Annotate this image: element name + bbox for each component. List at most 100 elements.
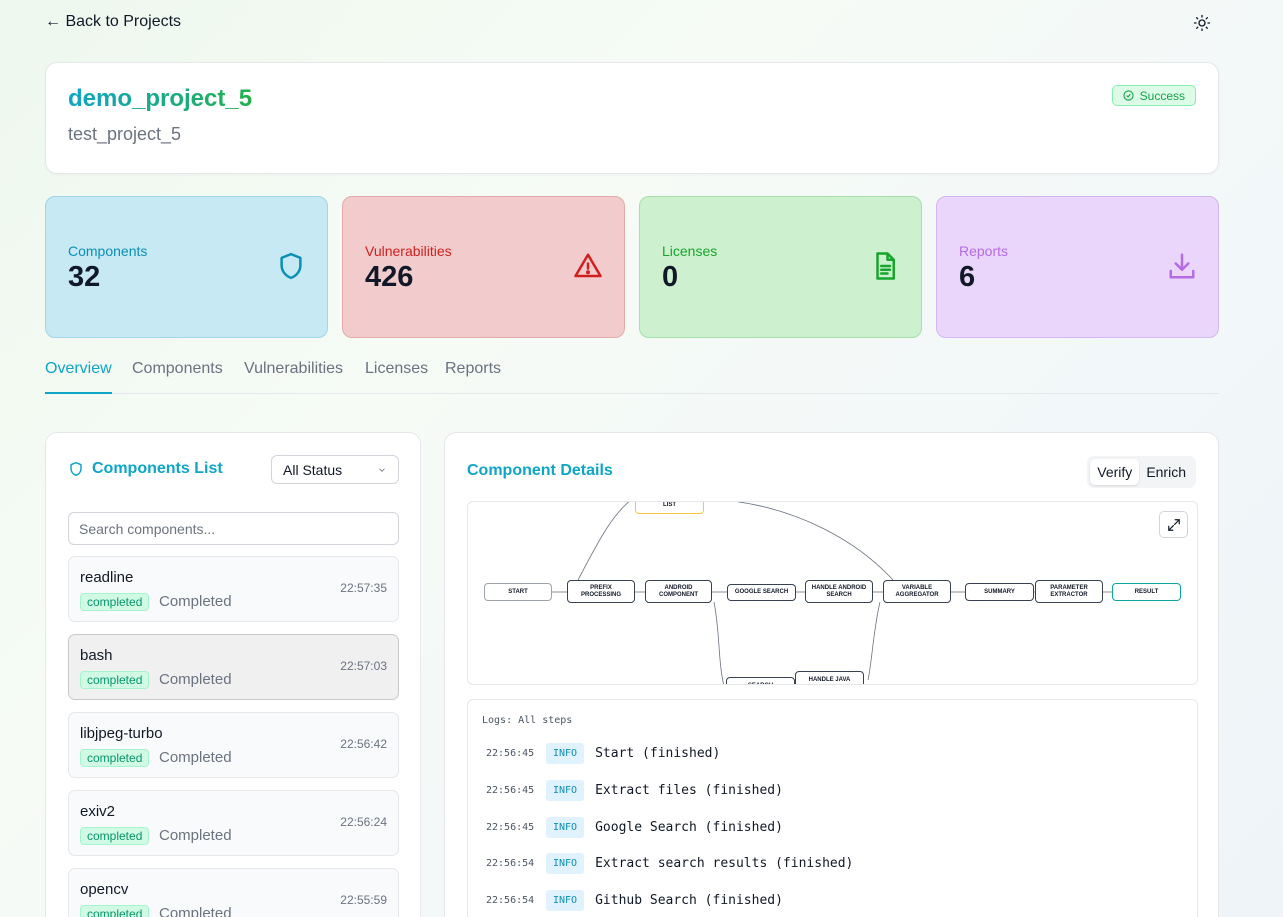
shield-icon bbox=[70, 461, 82, 477]
component-status-badge: completed bbox=[80, 749, 150, 767]
log-row: 22:56:54 INFO Github Search (finished) bbox=[486, 889, 783, 911]
stat-value: 6 bbox=[959, 261, 976, 293]
component-name: readline bbox=[80, 569, 134, 586]
log-level-badge: INFO bbox=[546, 816, 585, 838]
tab-overview[interactable]: Overview bbox=[45, 360, 112, 394]
theme-toggle-button[interactable] bbox=[1190, 11, 1214, 35]
component-state: Completed bbox=[159, 905, 232, 917]
component-time: 22:57:03 bbox=[340, 659, 387, 673]
log-level-badge: INFO bbox=[546, 852, 585, 874]
status-filter-select[interactable]: All Status bbox=[271, 455, 399, 484]
log-message: Extract search results (finished) bbox=[595, 855, 854, 871]
stat-card-components[interactable]: Components 32 bbox=[45, 196, 328, 338]
workflow-graph[interactable]: LIST START PREFIX PROCESSING ANDROID COM… bbox=[467, 501, 1198, 685]
log-level-badge: INFO bbox=[546, 779, 585, 801]
stat-card-licenses[interactable]: Licenses 0 bbox=[639, 196, 922, 338]
stat-value: 32 bbox=[68, 261, 101, 293]
component-status-badge: completed bbox=[80, 905, 150, 917]
component-list-item[interactable]: bash completed Completed 22:57:03 bbox=[68, 634, 399, 700]
component-status-badge: completed bbox=[80, 827, 150, 845]
component-status-badge: completed bbox=[80, 593, 150, 611]
stat-label: Licenses bbox=[662, 243, 718, 259]
log-message: Google Search (finished) bbox=[595, 819, 783, 835]
log-time: 22:56:54 bbox=[486, 894, 535, 906]
component-name: libjpeg-turbo bbox=[80, 725, 163, 742]
component-details-panel: Component Details Verify Enrich LIST STA… bbox=[444, 432, 1219, 917]
components-list-panel: Components List All Status readline comp… bbox=[45, 432, 421, 917]
sun-icon bbox=[1193, 14, 1211, 32]
flow-node-variable-aggregator[interactable]: VARIABLE AGGREGATOR bbox=[883, 580, 951, 603]
component-list-item[interactable]: readline completed Completed 22:57:35 bbox=[68, 556, 399, 622]
flow-node-google-search[interactable]: GOOGLE SEARCH bbox=[727, 584, 796, 601]
component-status-badge: completed bbox=[80, 671, 150, 689]
component-list-item[interactable]: libjpeg-turbo completed Completed 22:56:… bbox=[68, 712, 399, 778]
stat-card-vulnerabilities[interactable]: Vulnerabilities 426 bbox=[342, 196, 625, 338]
component-time: 22:55:59 bbox=[340, 893, 387, 907]
component-name: exiv2 bbox=[80, 803, 116, 820]
document-icon bbox=[876, 252, 895, 280]
flow-node-prefix-processing[interactable]: PREFIX PROCESSING bbox=[567, 580, 635, 603]
logs-title: Logs: All steps bbox=[482, 715, 573, 726]
check-circle-icon bbox=[1123, 90, 1134, 101]
component-state: Completed bbox=[159, 671, 232, 688]
component-state: Completed bbox=[159, 827, 232, 844]
tab-reports[interactable]: Reports bbox=[445, 360, 502, 377]
flow-node-start[interactable]: START bbox=[484, 583, 552, 601]
project-title: demo_project_5 bbox=[68, 85, 253, 112]
stat-card-reports[interactable]: Reports 6 bbox=[936, 196, 1219, 338]
log-time: 22:56:54 bbox=[486, 857, 535, 869]
verify-button[interactable]: Verify bbox=[1090, 459, 1140, 485]
expand-graph-button[interactable] bbox=[1159, 511, 1188, 538]
components-list-title: Components List bbox=[68, 460, 223, 478]
workflow-edges bbox=[552, 502, 1112, 684]
component-name: opencv bbox=[80, 881, 129, 898]
flow-node-android-component[interactable]: ANDROID COMPONENT bbox=[645, 580, 712, 603]
flow-node-search[interactable]: SEARCH bbox=[726, 677, 795, 684]
component-time: 22:56:42 bbox=[340, 737, 387, 751]
shield-icon bbox=[280, 252, 302, 280]
tab-bar: Overview Components Vulnerabilities Lice… bbox=[45, 360, 1219, 394]
project-header-card: demo_project_5 test_project_5 Success bbox=[45, 62, 1219, 174]
logs-panel: Logs: All steps 22:56:45 INFO Start (fin… bbox=[467, 699, 1198, 917]
tab-components[interactable]: Components bbox=[132, 360, 223, 377]
log-message: Github Search (finished) bbox=[595, 892, 783, 908]
flow-node-handle-java[interactable]: HANDLE JAVA bbox=[795, 671, 864, 684]
search-components-input[interactable] bbox=[68, 512, 399, 545]
log-time: 22:56:45 bbox=[486, 784, 535, 796]
component-state: Completed bbox=[159, 593, 232, 610]
back-to-projects-link[interactable]: ← Back to Projects bbox=[45, 13, 182, 30]
status-filter-value: All Status bbox=[283, 461, 343, 478]
log-row: 22:56:45 INFO Google Search (finished) bbox=[486, 816, 783, 838]
mode-switch: Verify Enrich bbox=[1087, 456, 1196, 488]
stat-label: Components bbox=[68, 243, 148, 259]
log-level-badge: INFO bbox=[546, 742, 585, 764]
log-level-badge: INFO bbox=[546, 889, 585, 911]
component-time: 22:56:24 bbox=[340, 815, 387, 829]
status-badge: Success bbox=[1111, 85, 1196, 106]
component-list-item[interactable]: exiv2 completed Completed 22:56:24 bbox=[68, 790, 399, 856]
component-state: Completed bbox=[159, 749, 232, 766]
log-time: 22:56:45 bbox=[486, 821, 535, 833]
project-subtitle: test_project_5 bbox=[68, 124, 182, 144]
expand-icon bbox=[1167, 518, 1180, 531]
log-message: Extract files (finished) bbox=[595, 782, 783, 798]
stat-value: 426 bbox=[365, 261, 414, 293]
flow-node-result[interactable]: RESULT bbox=[1112, 583, 1181, 601]
log-row: 22:56:54 INFO Extract search results (fi… bbox=[486, 852, 853, 874]
component-details-title: Component Details bbox=[467, 462, 613, 479]
components-list-title-text: Components List bbox=[92, 460, 223, 477]
flow-node-parameter-extractor[interactable]: PARAMETER EXTRACTOR bbox=[1035, 580, 1103, 603]
component-name: bash bbox=[80, 647, 113, 664]
tab-licenses[interactable]: Licenses bbox=[365, 360, 429, 377]
stat-label: Reports bbox=[959, 243, 1009, 259]
component-time: 22:57:35 bbox=[340, 581, 387, 595]
component-list-item[interactable]: opencv completed Completed 22:55:59 bbox=[68, 868, 399, 917]
log-message: Start (finished) bbox=[595, 745, 721, 761]
enrich-button[interactable]: Enrich bbox=[1146, 464, 1186, 480]
tab-vulnerabilities[interactable]: Vulnerabilities bbox=[244, 360, 344, 377]
flow-node-summary[interactable]: SUMMARY bbox=[965, 583, 1034, 601]
flow-node-list[interactable]: LIST bbox=[635, 502, 704, 514]
flow-node-handle-android-search[interactable]: HANDLE ANDROID SEARCH bbox=[805, 580, 873, 603]
stat-label: Vulnerabilities bbox=[365, 243, 452, 259]
status-badge-label: Success bbox=[1139, 88, 1185, 103]
